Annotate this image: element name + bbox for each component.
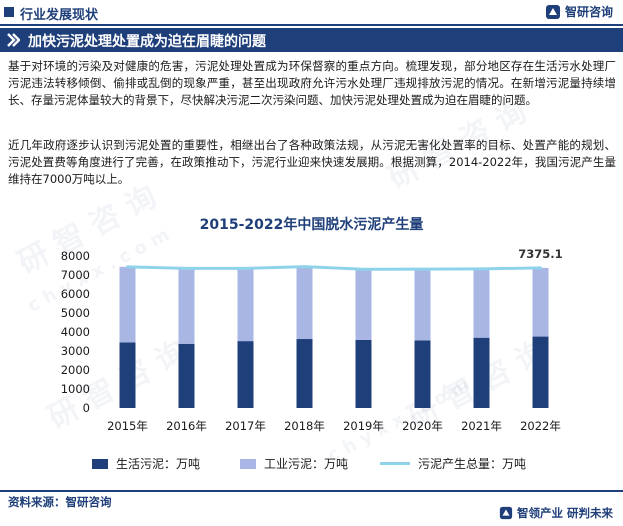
x-tick-label: 2016年 (166, 419, 207, 433)
y-tick-label: 2000 (61, 363, 90, 377)
brand-logo-icon (499, 506, 513, 520)
bar-domestic (178, 343, 195, 408)
top-divider (0, 24, 623, 26)
chart: 0 1000 2000 3000 4000 5000 6000 7000 8000 2015年 20… (61, 247, 563, 433)
y-tick-label: 7000 (61, 268, 90, 282)
bar-domestic (296, 339, 313, 408)
x-tick-label: 2022年 (520, 419, 561, 433)
point-total (303, 265, 306, 269)
paragraph-2: 近几年政府逐步认识到污泥处置的重要性，相继出台了各种政策法规，从污泥无害化处置率… (8, 138, 616, 186)
y-tick-label: 6000 (61, 287, 90, 301)
section-banner: 加快污泥处理处置成为迫在眉睫的问题 (0, 28, 623, 52)
section-label: 行业发展现状 (20, 8, 99, 23)
bar-domestic (237, 341, 254, 408)
bar-industrial (178, 268, 195, 344)
point-total (539, 266, 542, 270)
x-tick-label: 2021年 (461, 419, 502, 433)
bar-domestic (119, 342, 136, 408)
legend-item-industrial: 工业污泥：万吨 (240, 455, 348, 472)
chart-title: 2015-2022年中国脱水污泥产生量 (199, 217, 424, 233)
point-total (244, 266, 247, 270)
legend-label-domestic: 生活污泥：万吨 (116, 457, 201, 471)
bar-domestic (473, 337, 490, 408)
y-tick-label: 8000 (61, 249, 90, 263)
legend-swatch-domestic (92, 458, 108, 469)
x-tick-label: 2015年 (107, 419, 148, 433)
x-tick-label: 2020年 (402, 419, 443, 433)
legend-swatch-total (380, 462, 410, 465)
legend-label-total: 污泥产生总量：万吨 (418, 457, 527, 471)
bar-industrial (119, 266, 136, 343)
legend-label-industrial: 工业污泥：万吨 (264, 457, 349, 471)
point-total (480, 267, 483, 271)
bar-domestic (532, 336, 549, 408)
chevron-right-icon (7, 33, 20, 47)
legend-item-domestic: 生活污泥：万吨 (92, 455, 200, 472)
bar-industrial (237, 268, 254, 342)
x-tick-label: 2018年 (284, 419, 325, 433)
section-marker-icon (4, 7, 14, 17)
point-total (362, 267, 365, 271)
footer-divider (0, 490, 623, 492)
x-tick-label: 2019年 (343, 419, 384, 433)
banner-title: 加快污泥处理处置成为迫在眉睫的问题 (28, 34, 266, 50)
bar-industrial (414, 269, 431, 341)
data-label-total: 7375.1 (518, 247, 562, 261)
bar-domestic (355, 339, 372, 408)
paragraph-1: 基于对环境的污染及对健康的危害，污泥处理处置成为环保督察的重点方向。梳理发现，部… (8, 59, 616, 107)
bar-industrial (532, 267, 549, 337)
y-tick-label: 0 (83, 401, 90, 415)
point-total (126, 265, 129, 269)
y-tick-label: 3000 (61, 344, 90, 358)
x-tick-label: 2017年 (225, 419, 266, 433)
brand-name: 智研咨询 (564, 5, 613, 19)
slogan: 智领产业 研判未来 (499, 505, 613, 521)
brand-logo-icon (545, 4, 560, 19)
bar-industrial (296, 266, 313, 340)
top-bar: 行业发展现状 智研咨询 (0, 0, 623, 26)
chart-legend: 生活污泥：万吨 工业污泥：万吨 污泥产生总量：万吨 (0, 455, 623, 477)
legend-swatch-industrial (240, 458, 256, 469)
bar-industrial (473, 268, 490, 338)
point-total (421, 267, 424, 271)
source-note: 资料来源：智研咨询 (8, 495, 112, 509)
line-total (127, 265, 541, 271)
y-tick-label: 4000 (61, 325, 90, 339)
y-tick-label: 1000 (61, 382, 90, 396)
bar-industrial (355, 269, 372, 340)
bar-domestic (414, 340, 431, 408)
point-total (185, 266, 188, 270)
brand: 智研咨询 (545, 3, 613, 20)
legend-item-total: 污泥产生总量：万吨 (380, 455, 526, 472)
y-tick-label: 5000 (61, 306, 90, 320)
slogan-text: 智领产业 研判未来 (516, 506, 613, 520)
